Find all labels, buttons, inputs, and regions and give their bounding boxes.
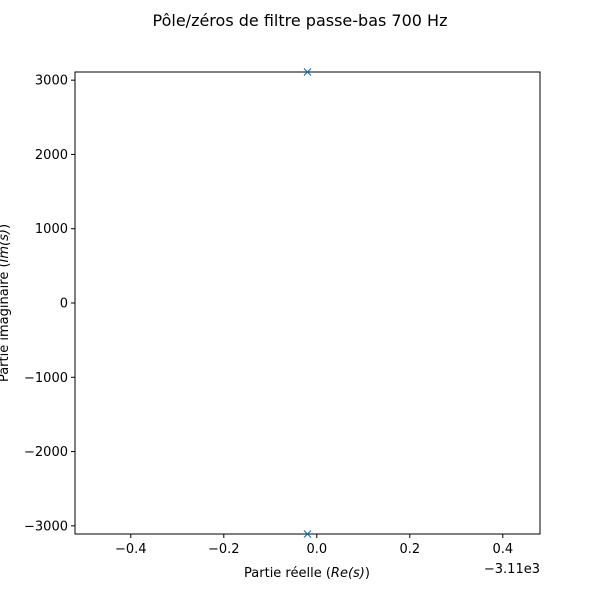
x-axis-label-math: Re(s) [331,566,365,581]
y-tick-label: 1000 [35,222,68,237]
x-tick-label: 0.0 [306,542,327,557]
x-tick-label: 0.4 [492,542,513,557]
x-axis-label-suffix: ) [365,566,370,581]
y-tick-label: −2000 [24,445,68,460]
y-axis-label-math: Im(s) [0,229,12,262]
x-axis-ticks: −0.4 −0.2 0.0 0.2 0.4 [115,534,513,557]
pole-markers [303,68,312,538]
x-axis-label: Partie réelle (Re(s)) [244,566,370,581]
chart-title: Pôle/zéros de filtre passe-bas 700 Hz [153,11,448,30]
y-tick-label: −1000 [24,371,68,386]
y-axis-label-suffix: ) [0,224,12,229]
pole-marker [303,68,312,76]
pole-marker [303,530,312,538]
y-axis-label-prefix: Partie imaginaire ( [0,262,12,382]
x-tick-label: −0.2 [208,542,240,557]
x-offset-label: −3.11e3 [484,562,540,577]
y-tick-label: 3000 [35,74,68,89]
x-tick-label: −0.4 [115,542,147,557]
x-axis-label-prefix: Partie réelle ( [244,566,331,581]
y-tick-label: −3000 [24,519,68,534]
x-tick-label: 0.2 [399,542,420,557]
plot-area [74,71,541,535]
y-axis-ticks: 3000 2000 1000 0 −1000 −2000 −3000 [24,74,75,534]
y-tick-label: 2000 [35,148,68,163]
y-axis-label: Partie imaginaire (Im(s)) [0,224,12,382]
y-tick-label: 0 [60,297,68,312]
